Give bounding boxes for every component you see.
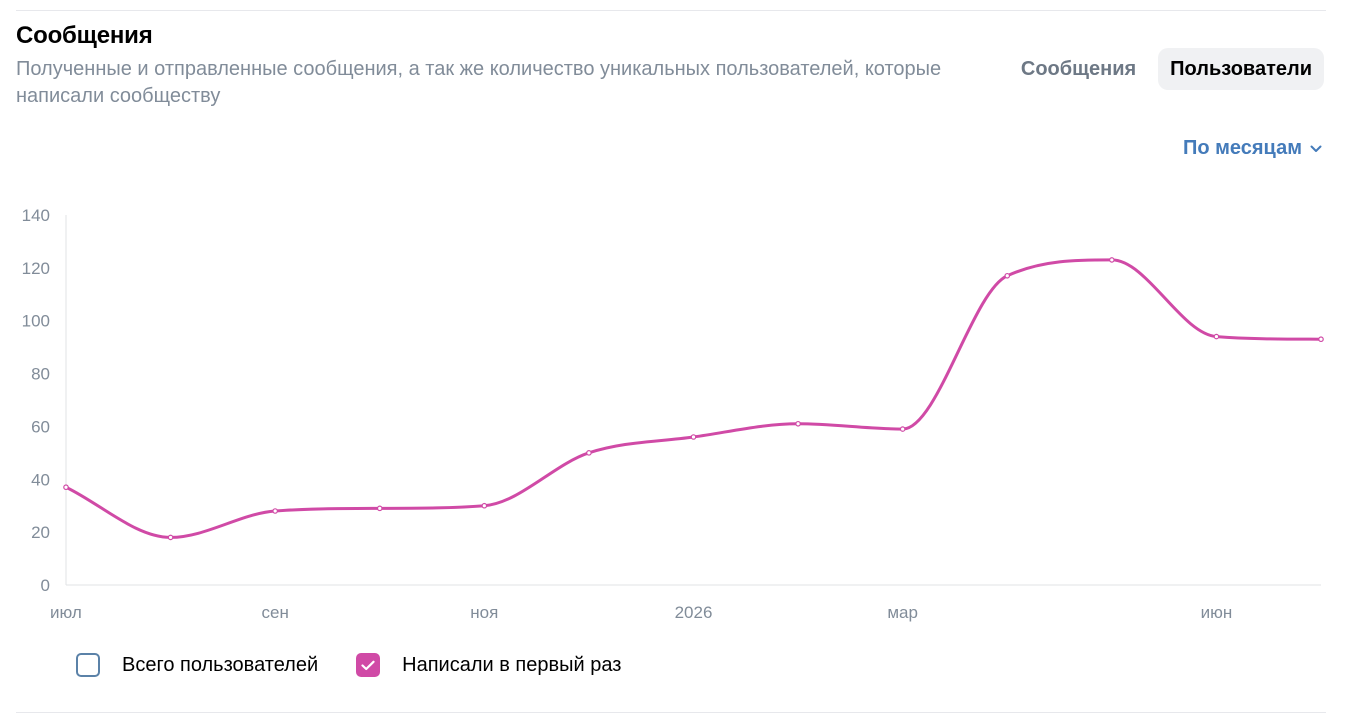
tab-users[interactable]: Пользователи	[1158, 48, 1324, 90]
y-tick-label: 0	[41, 576, 50, 595]
unchecked-checkbox-icon[interactable]	[76, 653, 100, 677]
checked-checkbox-icon[interactable]	[356, 653, 381, 677]
data-point[interactable]	[586, 450, 592, 456]
data-point[interactable]	[1004, 272, 1011, 279]
tab-bar: Сообщения Пользователи	[1009, 48, 1324, 90]
x-tick-label: мар	[887, 603, 918, 622]
data-point[interactable]	[795, 420, 801, 427]
period-dropdown[interactable]: По месяцам	[1183, 137, 1322, 160]
data-point[interactable]	[899, 426, 906, 432]
data-point[interactable]	[481, 502, 488, 509]
y-tick-label: 20	[31, 523, 50, 542]
data-point[interactable]	[167, 534, 174, 541]
data-point[interactable]	[63, 484, 69, 491]
y-tick-label: 80	[31, 365, 50, 384]
tab-messages[interactable]: Сообщения	[1020, 58, 1137, 80]
data-point[interactable]	[690, 434, 697, 440]
data-point[interactable]	[1213, 333, 1220, 340]
period-label: По месяцам	[1182, 137, 1302, 159]
y-tick-label: 120	[22, 259, 50, 278]
page-subtitle: Полученные и отправленные сообщения, а т…	[16, 58, 942, 107]
series-line	[64, 258, 1323, 539]
data-point[interactable]	[272, 508, 278, 514]
chevron-down-icon	[1310, 145, 1322, 152]
x-tick-label: ноя	[470, 603, 498, 622]
checkmark-icon	[361, 660, 375, 670]
x-tick-label: июн	[1201, 603, 1233, 622]
x-tick-label: июл	[50, 603, 82, 622]
y-tick-label: 40	[31, 470, 50, 489]
y-tick-label: 140	[22, 206, 50, 225]
legend-label: Написали в первый раз	[402, 653, 622, 676]
legend-item-first-time[interactable]: Написали в первый раз	[356, 653, 621, 677]
chart-legend: Всего пользователей Написали в первый ра…	[76, 653, 621, 677]
data-point[interactable]	[1318, 336, 1324, 343]
x-tick-label: сен	[261, 603, 288, 622]
bottom-divider	[16, 712, 1326, 713]
legend-item-total-users[interactable]: Всего пользователей	[76, 653, 318, 677]
x-tick-label: 2026	[675, 603, 713, 622]
data-point[interactable]	[1109, 257, 1115, 263]
y-tick-label: 100	[22, 312, 50, 331]
data-point[interactable]	[376, 505, 383, 512]
legend-label: Всего пользователей	[122, 653, 319, 676]
y-tick-label: 60	[31, 417, 50, 436]
top-divider	[16, 10, 1326, 11]
page-title: Сообщения	[16, 22, 153, 49]
